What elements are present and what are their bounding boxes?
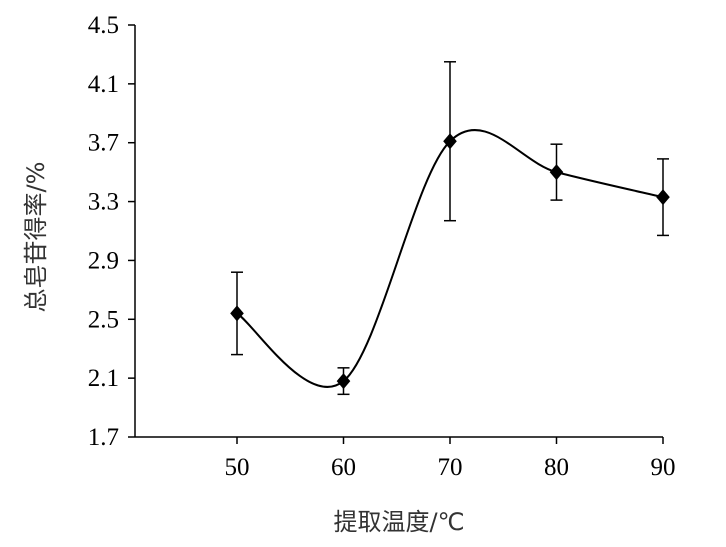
plot-area: 1.7 2.1 2.5 2.9 3.3 3.7 4.1 4.5 50 60 70 80 90 (88, 12, 676, 481)
y-tick-label: 3.7 (88, 130, 119, 157)
x-axis-title: 提取温度/℃ (333, 508, 464, 536)
x-axis-ticks: 50 60 70 80 90 (225, 437, 676, 481)
x-tick-label: 70 (438, 454, 463, 481)
y-tick-label: 2.1 (88, 365, 119, 392)
data-markers (230, 133, 670, 390)
x-tick-label: 90 (651, 454, 676, 481)
data-point (336, 373, 351, 390)
x-tick-label: 50 (225, 454, 250, 481)
y-axis-title: 总皂苷得率/% (22, 162, 50, 313)
y-axis-ticks: 1.7 2.1 2.5 2.9 3.3 3.7 4.1 4.5 (88, 12, 135, 451)
data-point (443, 133, 457, 150)
y-tick-label: 4.5 (88, 12, 119, 39)
x-tick-label: 80 (544, 454, 569, 481)
x-tick-label: 60 (331, 454, 356, 481)
y-tick-label: 3.3 (88, 189, 119, 216)
data-point (656, 189, 670, 206)
y-tick-label: 2.5 (88, 306, 119, 333)
data-point (549, 164, 564, 181)
y-tick-label: 1.7 (88, 424, 119, 451)
error-bars (231, 61, 669, 396)
data-point (230, 305, 244, 322)
series-line (236, 129, 664, 388)
y-tick-label: 2.9 (88, 247, 119, 274)
y-tick-label: 4.1 (88, 71, 119, 98)
